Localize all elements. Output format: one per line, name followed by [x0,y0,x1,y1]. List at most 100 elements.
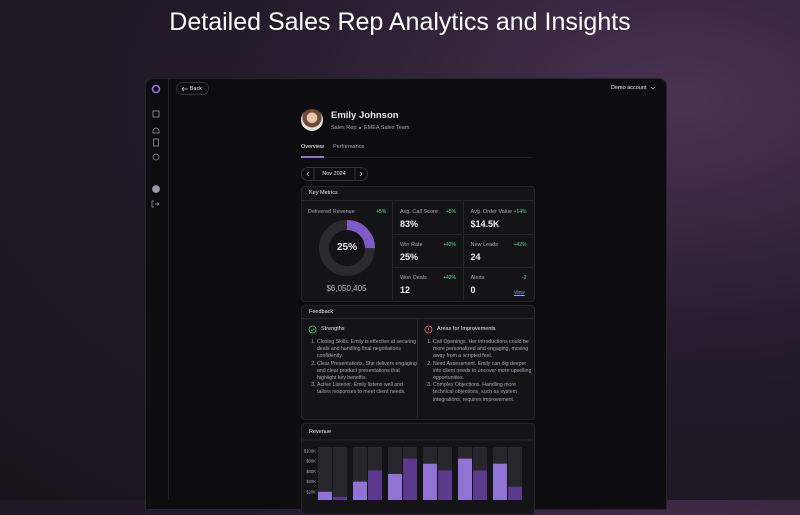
bar-background [333,447,347,500]
separator-dot [359,127,361,129]
tab[interactable]: Performance [333,144,365,150]
bar [388,473,402,500]
metric-label: Alerts [470,275,485,281]
metric-change: +5% [376,209,387,215]
column-divider [417,319,418,418]
metric-cell [462,234,533,267]
bar-background [318,447,332,500]
sidebar-icons [151,84,161,208]
logo[interactable] [151,84,161,94]
bar [438,470,452,500]
metric-label: Avg. Call Score [400,209,438,215]
y-tick-label: $40K [306,479,316,484]
metric-cell [392,234,462,267]
alert-icon [424,325,433,334]
account-label: Demo account [611,85,647,91]
y-tick-label: $60K [306,469,316,474]
tab-underline [301,156,324,158]
donut-label: 25% [336,242,357,253]
back-label: Back [189,86,202,92]
doc-icon[interactable] [153,138,159,147]
sidebar [145,78,169,500]
settings-icon[interactable] [152,153,160,161]
date-arrows [306,167,363,181]
logout-icon[interactable] [151,200,160,208]
metric-value: 0 [470,285,476,295]
bar [473,470,487,500]
feedback-item: Complex Objections. Handling more techni… [433,382,533,404]
date-picker[interactable] [301,167,368,181]
card-title: Feedback [309,309,334,315]
check-icon [308,325,317,334]
metric-label: Delivered Revenue [308,209,355,215]
bar [353,481,367,500]
bar [333,496,347,500]
y-tick-label: $20K [306,489,316,494]
bar [493,463,507,500]
card-title: Key Metrics [309,190,338,196]
profile-role: Sales Rep [331,125,357,131]
tab-divider [301,157,533,158]
donut-arc [319,220,375,276]
column-title: Strengths [321,326,345,332]
metric-change: +42% [443,275,456,281]
account-chevron [650,86,656,90]
metric-value: 83% [400,219,419,229]
bar [368,470,382,500]
metric-cell [462,267,533,300]
chart-title: Revenue [309,429,331,435]
metric-change: +42% [513,242,527,248]
strengths-list: Closing Skills. Emily is effective at se… [309,339,417,397]
metric-label: Won Deals [400,275,427,281]
feedback-item: Clear Presentations. She delivers engagi… [317,361,417,383]
back-button[interactable]: Back [176,82,209,95]
metric-value: 25% [400,252,419,262]
metric-cell [392,201,462,234]
metric-label: New Leads [470,242,499,248]
metric-label: Avg. Order Value [470,209,513,215]
metric-cell [392,267,462,300]
donut [319,220,375,276]
feedback-item: Call Openings. Her introductions could b… [433,339,533,361]
page-title: Detailed Sales Rep Analytics and Insight… [169,8,631,36]
back-arrow [181,86,188,92]
metric-cell [462,201,533,234]
bar [508,486,522,500]
dashboard-icon[interactable] [152,110,160,118]
revenue-amount: $6,050,405 [326,284,367,293]
metric-change: +42% [443,242,456,248]
metric-value: 24 [470,252,481,262]
account-menu[interactable]: Demo account [611,85,646,91]
feedback-item: Closing Skills. Emily is effective at se… [317,339,417,361]
card-divider [301,200,534,201]
metric-value: $14.5K [470,219,500,229]
headset-icon[interactable] [152,127,160,134]
tab[interactable]: Overview [301,144,324,150]
user-icon[interactable] [152,185,160,193]
improvements-list: Call Openings. Her introductions could b… [425,339,533,404]
metric-value: 12 [400,285,411,295]
column-title: Areas for Improvements [437,326,496,332]
bar [403,458,417,500]
metric-label: Win Rate [400,242,423,248]
view-link[interactable]: View [514,290,525,296]
profile-name: Emily Johnson [331,110,399,121]
metric-change: +5% [445,209,456,215]
feedback-item: Active Listener. Emily listens well and … [317,382,417,396]
avatar [301,109,323,131]
bar [423,463,437,500]
feedback-card [301,305,535,420]
y-tick-label: $80K [306,459,316,464]
page: Detailed Sales Rep Analytics and Insight… [0,0,800,500]
profile-team: EMEA Sales Team [364,125,410,131]
date-label: Nov 2024 [322,171,346,177]
card-divider [301,318,534,319]
y-tick-label: $100K [304,449,316,454]
feedback-item: Need Assessment. Emily can dig deeper in… [433,361,533,383]
bar [318,491,332,500]
metric-change: +14% [513,209,527,215]
revenue-chart: Revenue $100K $80K $60K $40K $20K [301,429,533,500]
key-metrics-card [301,186,535,302]
metric-change: -2 [522,275,527,281]
bar [458,458,472,500]
